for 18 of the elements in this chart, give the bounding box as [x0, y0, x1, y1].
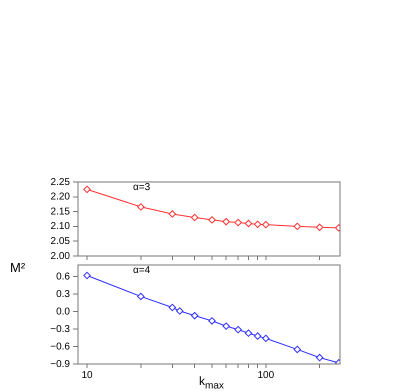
- y-tick-label: 2.20: [50, 192, 70, 203]
- y-tick-label: −0.3: [50, 324, 70, 335]
- x-tick-label: 10: [81, 370, 94, 381]
- x-axis-title: k$_{max}$: [199, 374, 224, 392]
- y-tick-label: 2.25: [50, 176, 70, 188]
- y-tick-label: 2.00: [50, 250, 70, 262]
- y-tick-label: 0.6: [56, 271, 70, 282]
- y-tick-label: 2.05: [50, 236, 70, 247]
- y-axis-title: M²: [10, 260, 26, 275]
- y-tick-label: 0.3: [56, 288, 70, 300]
- y-tick-label: 2.10: [50, 221, 70, 232]
- y-tick-label: −0.9: [50, 358, 70, 370]
- y-tick-label: 2.15: [50, 206, 70, 218]
- annotation: α=4: [133, 265, 150, 276]
- y-tick-label: 0.0: [56, 306, 70, 318]
- x-tick-label: 100: [257, 370, 275, 381]
- annotation: α=3: [133, 182, 150, 193]
- y-tick-label: −0.6: [50, 341, 70, 352]
